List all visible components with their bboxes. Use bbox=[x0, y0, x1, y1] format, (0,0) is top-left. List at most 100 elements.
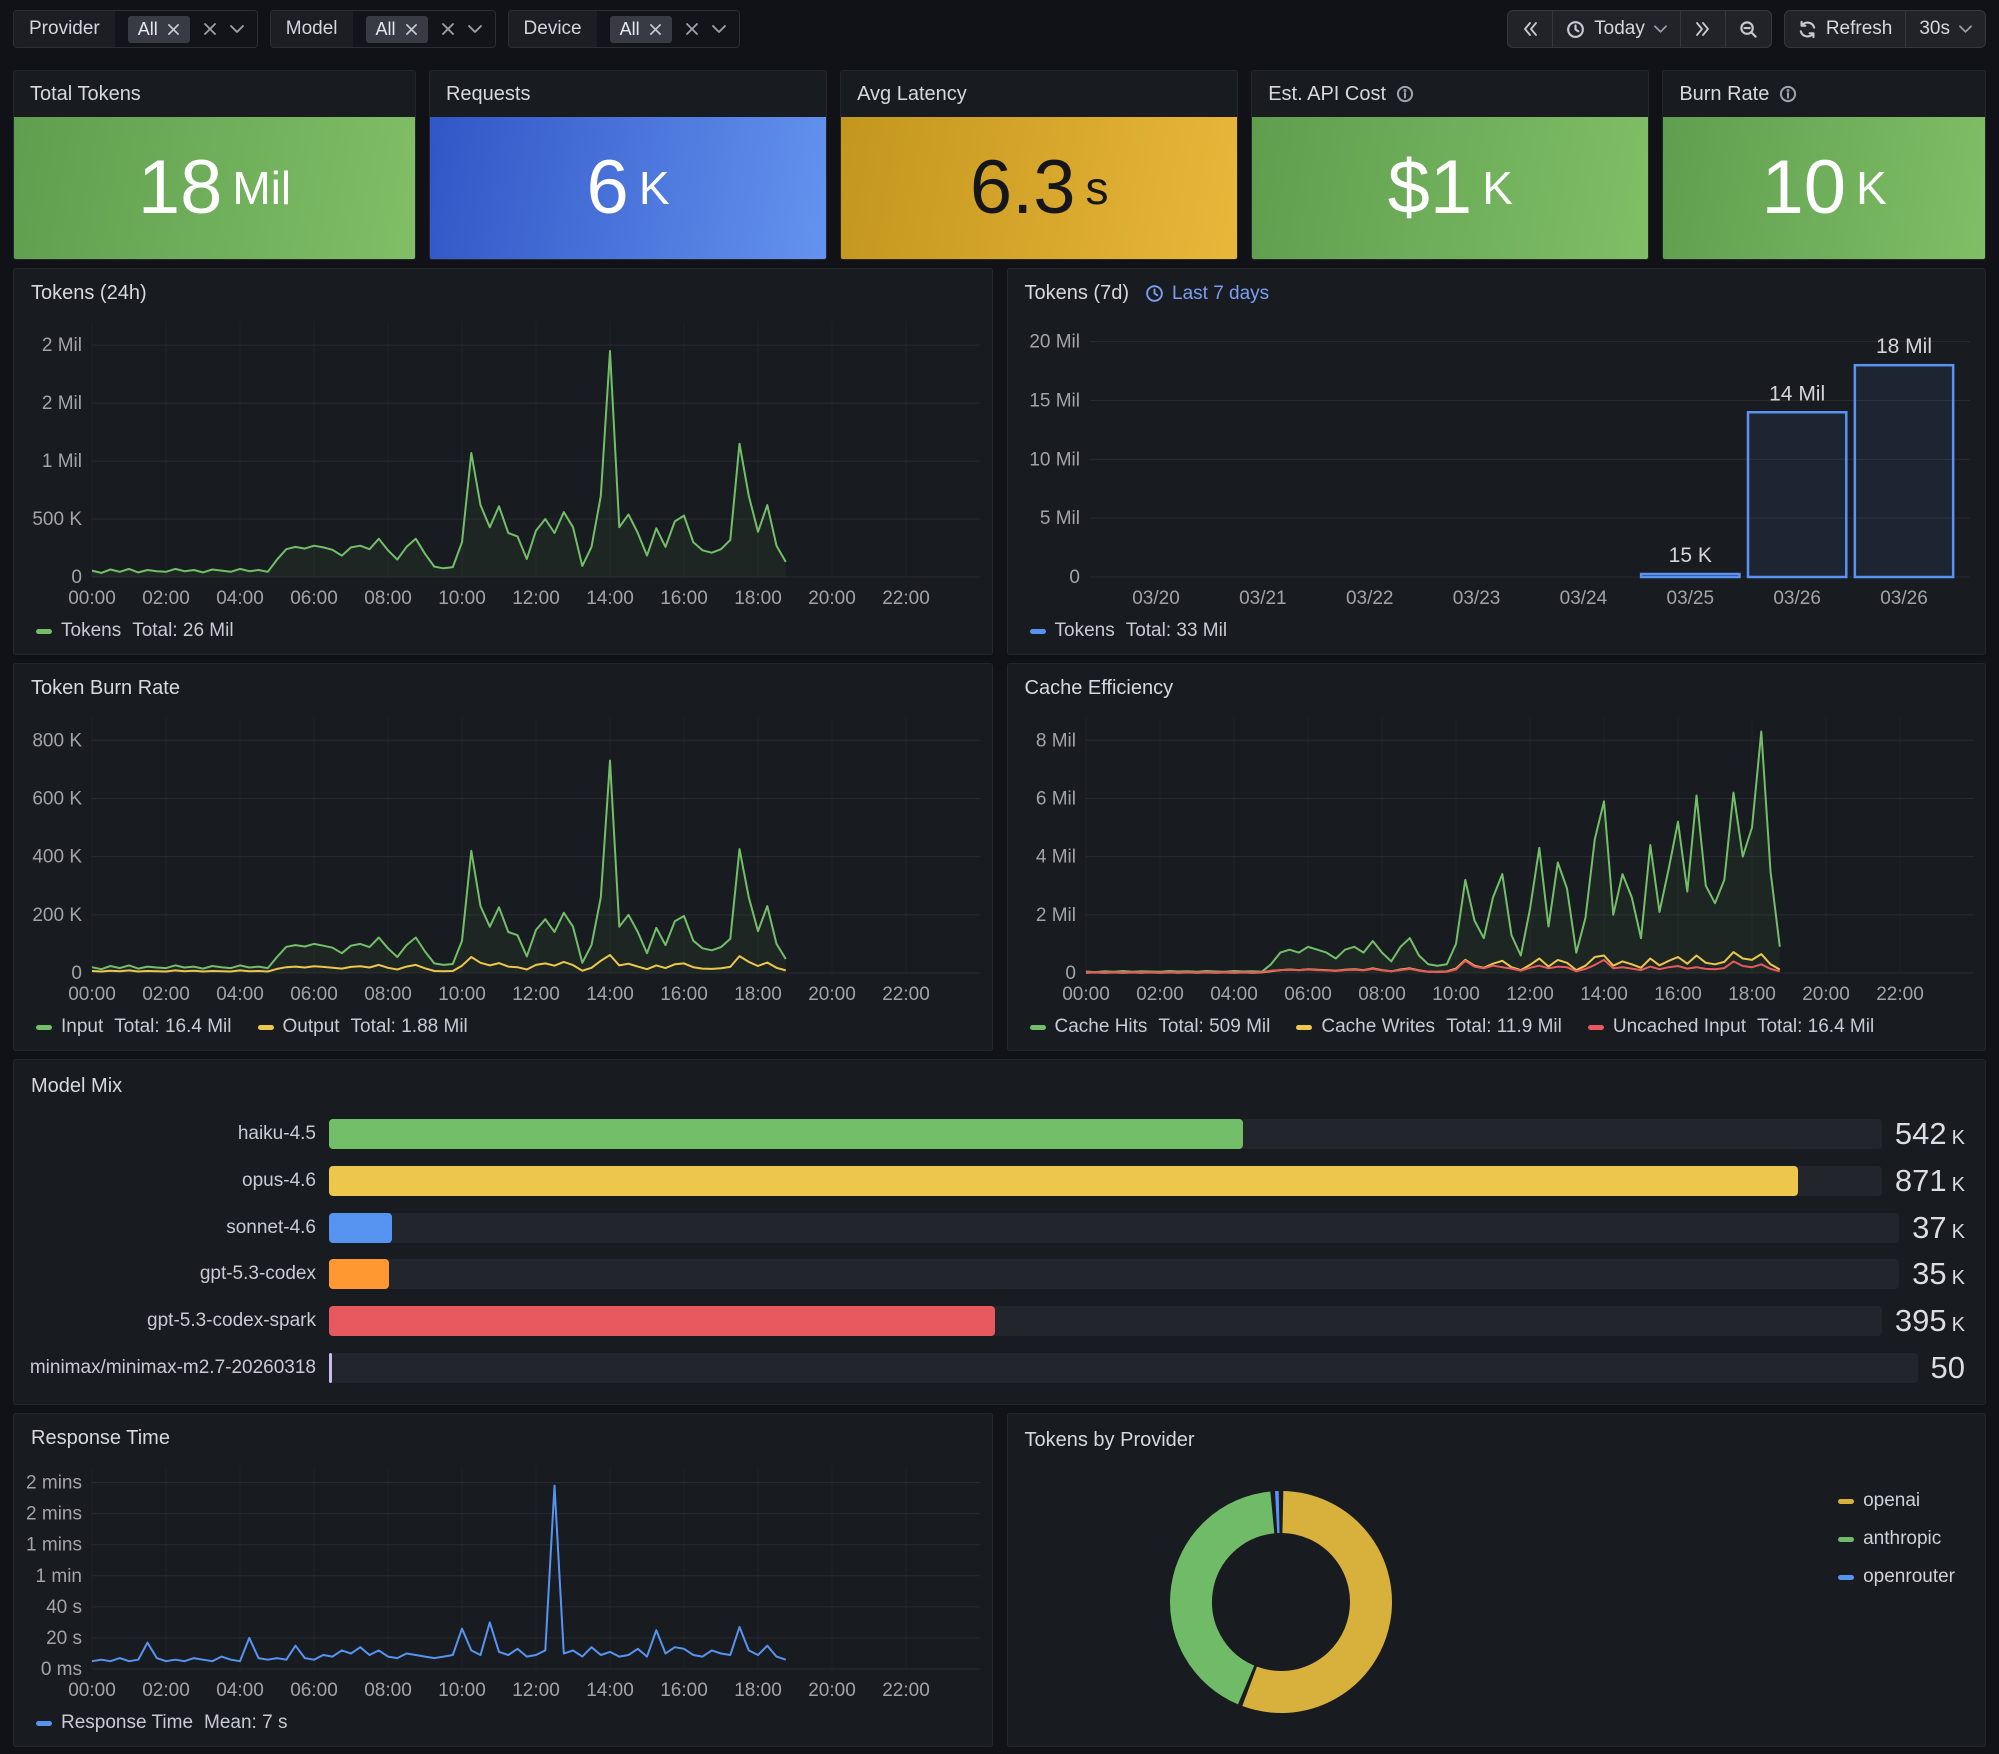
legend-item-openrouter[interactable]: openrouter bbox=[1838, 1566, 1955, 1588]
cache-efficiency-chart[interactable]: 00:00 02:00 04:00 06:00 08:00 10:00 12:00 14:00… bbox=[1008, 705, 1986, 1014]
panel-header[interactable]: Response Time bbox=[14, 1414, 992, 1455]
donut-slice-openai[interactable] bbox=[1242, 1491, 1393, 1713]
bar-03/25[interactable] bbox=[1639, 572, 1741, 579]
svg-text:00:00: 00:00 bbox=[1062, 984, 1110, 1005]
close-icon[interactable] bbox=[649, 23, 662, 36]
panel-header[interactable]: Total Tokens bbox=[14, 71, 415, 117]
legend-item-tokens[interactable]: Tokens Total: 26 Mil bbox=[36, 620, 234, 642]
bar-03/26[interactable] bbox=[1746, 411, 1848, 579]
filter-device-value-chip[interactable]: All bbox=[609, 15, 672, 43]
svg-text:20 s: 20 s bbox=[46, 1628, 82, 1649]
row-tokens: Tokens (24h) 00:00 02:00 04:00 06:00 08:00 10… bbox=[13, 268, 1986, 655]
svg-text:10:00: 10:00 bbox=[438, 588, 486, 609]
svg-text:18:00: 18:00 bbox=[1728, 984, 1776, 1005]
time-shift-back-button[interactable] bbox=[1508, 11, 1552, 47]
svg-text:03/23: 03/23 bbox=[1452, 588, 1500, 609]
svg-text:14:00: 14:00 bbox=[586, 1680, 634, 1701]
svg-text:15 K: 15 K bbox=[1668, 544, 1711, 567]
svg-text:06:00: 06:00 bbox=[1284, 984, 1332, 1005]
row-burn-cache: Token Burn Rate 00:00 02:00 04:00 06:00 08:0… bbox=[13, 663, 1986, 1051]
panel-header[interactable]: Avg Latency bbox=[841, 71, 1237, 117]
svg-text:4 Mil: 4 Mil bbox=[1035, 847, 1075, 868]
panel-header[interactable]: Cache Efficiency bbox=[1008, 664, 1986, 705]
filter-model-select[interactable]: All bbox=[352, 11, 495, 47]
tokens-7d-chart[interactable]: 20 Mil 15 Mil 10 Mil 5 Mil 0 03/20 03/21 03/22 0… bbox=[1008, 310, 1986, 618]
zoom-out-button[interactable] bbox=[1724, 11, 1771, 47]
panel-header[interactable]: Est. API Cost bbox=[1252, 71, 1648, 117]
model-mix-bar[interactable] bbox=[329, 1119, 1882, 1149]
provider-legend: openai anthropic openrouter bbox=[1838, 1490, 1955, 1588]
model-mix-chart: haiku-4.5 542 K opus-4.6 871 K sonnet-4.6 37 K gp… bbox=[14, 1104, 1985, 1404]
filter-device-select[interactable]: All bbox=[596, 11, 739, 47]
panel-header[interactable]: Tokens (24h) bbox=[14, 269, 992, 310]
panel-requests: Requests 6 K bbox=[428, 70, 828, 260]
close-icon[interactable] bbox=[405, 23, 418, 36]
legend-item-openai[interactable]: openai bbox=[1838, 1490, 1955, 1512]
refresh-interval-button[interactable]: 30s bbox=[1905, 11, 1985, 47]
response-time-chart[interactable]: 00:00 02:00 04:00 06:00 08:00 10:00 12:00 14:00… bbox=[14, 1455, 992, 1710]
panel-title: Total Tokens bbox=[30, 82, 141, 105]
model-mix-bar[interactable] bbox=[329, 1259, 1900, 1290]
legend-stat: Total: 509 Mil bbox=[1158, 1016, 1271, 1037]
svg-text:200 K: 200 K bbox=[32, 905, 82, 926]
filter-model-label: Model bbox=[270, 11, 353, 47]
legend-item-cache-hits[interactable]: Cache Hits Total: 509 Mil bbox=[1029, 1016, 1271, 1038]
bar-03/26[interactable] bbox=[1853, 363, 1954, 579]
model-mix-bar-fill bbox=[329, 1212, 393, 1243]
model-value: 542 K bbox=[1894, 1116, 1965, 1151]
legend-label: Tokens bbox=[61, 620, 122, 641]
model-label: opus-4.6 bbox=[242, 1169, 316, 1191]
svg-text:14:00: 14:00 bbox=[586, 588, 634, 609]
model-mix-bar[interactable] bbox=[329, 1212, 1900, 1243]
legend-item-output[interactable]: Output Total: 1.88 Mil bbox=[257, 1016, 468, 1038]
panel-header[interactable]: Tokens by Provider bbox=[1008, 1414, 1986, 1458]
provider-donut[interactable] bbox=[1008, 1458, 1555, 1746]
chevron-down-icon[interactable] bbox=[467, 24, 482, 34]
filter-provider-value-chip[interactable]: All bbox=[127, 15, 190, 43]
time-override-badge[interactable]: Last 7 days bbox=[1145, 283, 1269, 305]
svg-text:18:00: 18:00 bbox=[734, 984, 782, 1005]
time-override-label: Last 7 days bbox=[1172, 282, 1270, 304]
legend-item-anthropic[interactable]: anthropic bbox=[1838, 1528, 1955, 1550]
refresh-button[interactable]: Refresh bbox=[1785, 11, 1906, 47]
stat-value: 6 bbox=[586, 145, 629, 230]
panel-header[interactable]: Burn Rate bbox=[1663, 71, 1985, 117]
model-mix-bar[interactable] bbox=[329, 1165, 1882, 1196]
legend-item-response-time[interactable]: Response Time Mean: 7 s bbox=[36, 1712, 287, 1734]
model-mix-bar[interactable] bbox=[329, 1352, 1918, 1383]
panel-header[interactable]: Requests bbox=[430, 71, 826, 117]
model-mix-row: sonnet-4.6 37 K bbox=[24, 1208, 1965, 1248]
legend-swatch bbox=[1838, 1498, 1855, 1504]
info-icon[interactable] bbox=[1396, 85, 1414, 103]
legend-item-uncached-input[interactable]: Uncached Input Total: 16.4 Mil bbox=[1587, 1016, 1874, 1038]
clear-icon[interactable] bbox=[685, 22, 699, 36]
legend-stat: Total: 26 Mil bbox=[132, 620, 234, 641]
svg-text:06:00: 06:00 bbox=[290, 1680, 338, 1701]
token-burn-rate-chart[interactable]: 00:00 02:00 04:00 06:00 08:00 10:00 12:00 14:00… bbox=[14, 705, 992, 1014]
panel-header[interactable]: Tokens (7d) Last 7 days bbox=[1008, 269, 1986, 310]
tokens-by-provider-chart[interactable]: openai anthropic openrouter bbox=[1008, 1458, 1986, 1746]
panel-total-tokens: Total Tokens 18 Mil bbox=[13, 70, 416, 260]
clock-icon bbox=[1567, 20, 1585, 38]
panel-header[interactable]: Token Burn Rate bbox=[14, 664, 992, 705]
donut-slice-anthropic[interactable] bbox=[1170, 1491, 1276, 1705]
filter-model-value-chip[interactable]: All bbox=[365, 15, 428, 43]
legend-item-cache-writes[interactable]: Cache Writes Total: 11.9 Mil bbox=[1296, 1016, 1562, 1038]
legend-item-input[interactable]: Input Total: 16.4 Mil bbox=[36, 1016, 232, 1038]
time-shift-forward-button[interactable] bbox=[1679, 11, 1725, 47]
svg-text:800 K: 800 K bbox=[32, 730, 82, 751]
clear-icon[interactable] bbox=[441, 22, 455, 36]
tokens-24h-chart[interactable]: 00:00 02:00 04:00 06:00 08:00 10:00 12:00 14:00… bbox=[14, 310, 992, 618]
panel-header[interactable]: Model Mix bbox=[14, 1060, 1985, 1104]
chevron-down-icon[interactable] bbox=[229, 24, 244, 34]
time-picker-group: Today bbox=[1507, 10, 1772, 48]
clear-icon[interactable] bbox=[203, 22, 217, 36]
model-mix-bar[interactable] bbox=[329, 1306, 1882, 1337]
legend-item-tokens[interactable]: Tokens Total: 33 Mil bbox=[1029, 620, 1228, 642]
chevron-down-icon[interactable] bbox=[711, 24, 726, 34]
time-range-button[interactable]: Today bbox=[1552, 11, 1680, 47]
close-icon[interactable] bbox=[167, 23, 180, 36]
info-icon[interactable] bbox=[1779, 85, 1797, 103]
filter-provider-select[interactable]: All bbox=[114, 11, 257, 47]
legend-stat: Total: 33 Mil bbox=[1125, 620, 1228, 641]
